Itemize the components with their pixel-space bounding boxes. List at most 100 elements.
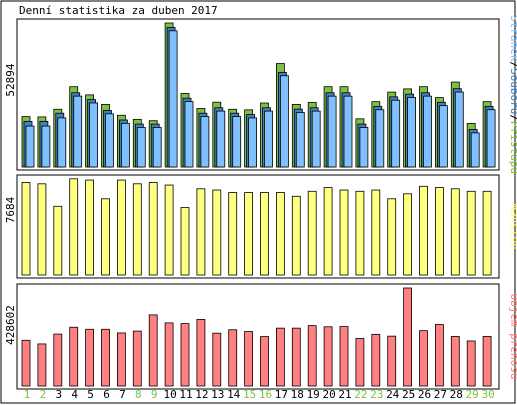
bar-hits-Stránek-day-17 xyxy=(279,75,289,168)
bar-hits-Stránek-day-10 xyxy=(168,30,178,168)
bar-visits-Návštěv-day-11 xyxy=(180,207,190,276)
bar-hits-Stránek-day-14 xyxy=(232,116,242,168)
bar-visits-Návštěv-day-24 xyxy=(387,198,397,276)
bar-kbytes-Objem přenosu-day-4 xyxy=(69,326,79,387)
bar-hits-Stránek-day-18 xyxy=(295,112,305,168)
bar-visits-Návštěv-day-3 xyxy=(53,205,63,276)
bar-hits-Stránek-day-7 xyxy=(121,122,130,168)
x-tick-label-day-27: 27 xyxy=(434,388,447,401)
x-tick-label-day-7: 7 xyxy=(119,388,126,401)
x-tick-label-day-3: 3 xyxy=(55,388,62,401)
bar-visits-Návštěv-day-6 xyxy=(101,198,110,276)
bar-kbytes-Objem přenosu-day-19 xyxy=(307,325,317,387)
bar-visits-Návštěv-day-22 xyxy=(355,190,365,276)
bar-hits-Stránek-day-1 xyxy=(25,125,35,168)
bar-hits-Stránek-day-13 xyxy=(216,110,226,168)
bar-hits-Stránek-day-2 xyxy=(41,125,51,168)
panel-max-label-visits: 7684 xyxy=(4,196,17,223)
chart-title: Denní statistika za duben 2017 xyxy=(19,4,218,17)
x-tick-label-day-14: 14 xyxy=(227,388,241,401)
bar-kbytes-Objem přenosu-day-5 xyxy=(85,328,94,387)
bar-visits-Návštěv-day-18 xyxy=(291,195,301,276)
bar-kbytes-Objem přenosu-day-27 xyxy=(434,324,444,387)
legend-Přístupů: Přístupů xyxy=(508,121,517,174)
bar-visits-Návštěv-day-16 xyxy=(260,192,269,276)
bar-hits-Stránek-day-15 xyxy=(248,117,258,168)
bar-visits-Návštěv-day-26 xyxy=(419,185,428,276)
legend-separator: / xyxy=(508,61,517,68)
bar-kbytes-Objem přenosu-day-26 xyxy=(419,330,428,387)
x-tick-label-day-25: 25 xyxy=(402,388,415,401)
bar-hits-Stránek-day-4 xyxy=(73,95,83,168)
bar-kbytes-Objem přenosu-day-14 xyxy=(228,329,238,387)
panel-frame-kbytes xyxy=(16,283,500,390)
bar-visits-Návštěv-day-25 xyxy=(403,193,413,276)
panel-frame-hits xyxy=(16,18,500,171)
bar-visits-Návštěv-day-28 xyxy=(450,188,460,276)
bar-kbytes-Objem přenosu-day-21 xyxy=(339,326,349,387)
bar-hits-Stránek-day-20 xyxy=(327,95,337,168)
bar-hits-Stránek-day-22 xyxy=(359,127,369,168)
bar-hits-Stránek-day-5 xyxy=(89,102,98,168)
panel-legend-kbytes: Objem přenosu xyxy=(508,293,517,379)
bar-kbytes-Objem přenosu-day-8 xyxy=(132,330,142,387)
bar-hits-Stránek-day-27 xyxy=(438,105,448,168)
bar-kbytes-Objem přenosu-day-29 xyxy=(466,340,476,387)
bar-hits-Stránek-day-23 xyxy=(375,109,385,168)
x-tick-label-day-19: 19 xyxy=(307,388,320,401)
x-tick-label-day-23: 23 xyxy=(370,388,383,401)
x-tick-label-day-29: 29 xyxy=(466,388,479,401)
x-tick-label-day-10: 10 xyxy=(163,388,176,401)
bar-hits-Stránek-day-16 xyxy=(264,110,273,168)
bar-kbytes-Objem přenosu-day-12 xyxy=(196,319,206,387)
bar-visits-Návštěv-day-20 xyxy=(323,187,333,276)
bar-hits-Stránek-day-26 xyxy=(423,95,432,168)
x-tick-label-day-17: 17 xyxy=(275,388,288,401)
bar-visits-Návštěv-day-1 xyxy=(21,182,31,276)
bar-visits-Návštěv-day-4 xyxy=(69,178,79,276)
bar-hits-Stránek-day-12 xyxy=(200,116,210,168)
x-tick-label-day-16: 16 xyxy=(259,388,272,401)
bar-hits-Stránek-day-25 xyxy=(407,97,417,168)
x-tick-label-day-2: 2 xyxy=(40,388,47,401)
bar-hits-Stránek-day-24 xyxy=(391,99,401,168)
bar-hits-Stránek-day-29 xyxy=(470,132,480,168)
x-tick-label-day-4: 4 xyxy=(71,388,78,401)
x-tick-label-day-30: 30 xyxy=(481,388,494,401)
bar-hits-Stránek-day-6 xyxy=(105,113,114,168)
x-tick-label-day-8: 8 xyxy=(135,388,142,401)
bar-kbytes-Objem přenosu-day-18 xyxy=(291,327,301,387)
x-tick-label-day-15: 15 xyxy=(243,388,256,401)
panel-max-label-kbytes: 428602 xyxy=(4,305,17,345)
panel-max-label-hits: 52894 xyxy=(4,63,17,96)
bar-visits-Návštěv-day-17 xyxy=(275,192,285,276)
bar-kbytes-Objem přenosu-day-9 xyxy=(148,314,158,387)
bar-hits-Stránek-day-30 xyxy=(486,109,496,168)
bar-visits-Návštěv-day-8 xyxy=(132,183,142,276)
bar-hits-Stránek-day-28 xyxy=(454,91,464,168)
bar-kbytes-Objem přenosu-day-3 xyxy=(53,333,63,387)
bar-visits-Návštěv-day-9 xyxy=(148,182,158,276)
bar-kbytes-Objem přenosu-day-20 xyxy=(323,326,333,387)
bar-hits-Stránek-day-21 xyxy=(343,95,353,168)
legend-Objem přenosu: Objem přenosu xyxy=(508,293,517,379)
bar-kbytes-Objem přenosu-day-25 xyxy=(403,287,413,387)
bar-kbytes-Objem přenosu-day-30 xyxy=(482,335,492,387)
legend-Návštěv: Návštěv xyxy=(508,203,517,250)
x-tick-label-day-5: 5 xyxy=(87,388,94,401)
bar-visits-Návštěv-day-10 xyxy=(164,184,174,276)
bar-visits-Návštěv-day-27 xyxy=(434,187,444,276)
bar-visits-Návštěv-day-21 xyxy=(339,189,349,276)
bar-kbytes-Objem přenosu-day-2 xyxy=(37,343,47,387)
bar-hits-Stránek-day-3 xyxy=(57,117,67,168)
bar-kbytes-Objem přenosu-day-6 xyxy=(101,328,110,387)
bar-kbytes-Objem přenosu-day-11 xyxy=(180,323,190,387)
x-tick-label-day-1: 1 xyxy=(24,388,31,401)
bar-visits-Návštěv-day-5 xyxy=(85,179,94,276)
bar-visits-Návštěv-day-19 xyxy=(307,190,317,276)
bar-kbytes-Objem přenosu-day-7 xyxy=(117,332,126,387)
bar-visits-Návštěv-day-23 xyxy=(371,189,381,276)
bar-visits-Návštěv-day-30 xyxy=(482,190,492,276)
